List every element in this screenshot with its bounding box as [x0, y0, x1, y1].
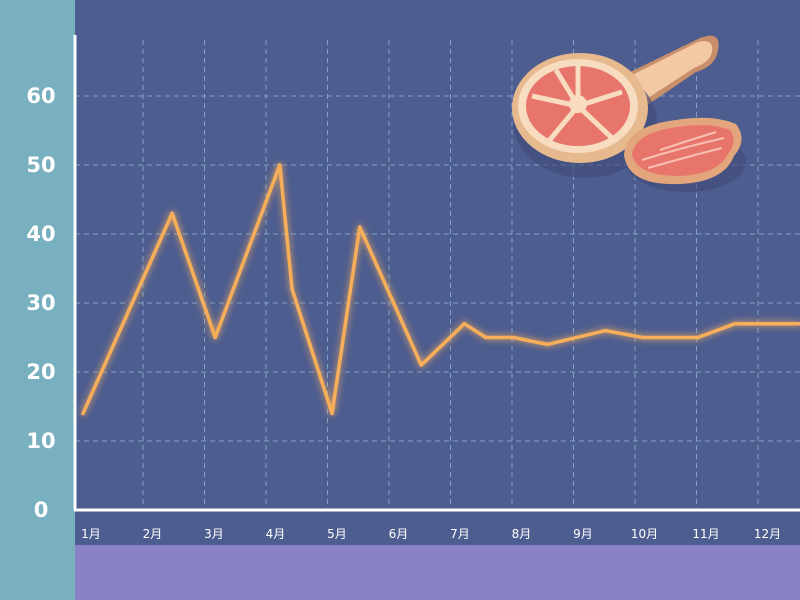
data-point [603, 328, 608, 333]
axes [73, 35, 800, 512]
x-tick-labels: 1月 2月 3月 4月 5月 6月 7月 8月 9月 10月 11月 12月 [81, 527, 781, 541]
y-tick-label: 60 [26, 84, 55, 108]
x-axis-band [75, 545, 800, 600]
x-tick-label: 4月 [266, 527, 286, 541]
data-point [696, 335, 700, 340]
y-tick-label: 10 [26, 429, 55, 453]
x-tick-label: 5月 [327, 527, 347, 541]
data-point [462, 321, 467, 326]
y-tick-labels: 0 10 20 30 40 50 60 [26, 84, 55, 522]
data-point [170, 211, 174, 216]
data-point [545, 342, 550, 347]
x-tick-label: 11月 [692, 527, 719, 541]
x-tick-label: 10月 [631, 527, 658, 541]
data-point [81, 411, 85, 416]
y-tick-label: 50 [26, 153, 55, 177]
ham-and-meat-slice-icon [512, 35, 746, 192]
data-point [640, 335, 645, 340]
x-tick-label: 7月 [450, 527, 470, 541]
data-point [733, 321, 737, 326]
x-tick-label: 6月 [389, 527, 409, 541]
y-tick-label: 20 [26, 360, 55, 384]
y-tick-label: 30 [26, 291, 55, 315]
y-tick-label: 0 [34, 498, 49, 522]
x-tick-label: 3月 [204, 527, 224, 541]
series-polyline [81, 163, 800, 416]
x-tick-label: 1月 [81, 527, 101, 541]
data-point [484, 335, 488, 340]
y-axis-band [0, 0, 75, 600]
data-point [330, 411, 334, 416]
data-point [419, 363, 424, 367]
grid-lines [75, 40, 800, 510]
data-point [213, 335, 218, 340]
x-tick-label: 2月 [143, 527, 163, 541]
x-tick-label: 8月 [512, 527, 532, 541]
x-tick-label: 12月 [754, 527, 781, 541]
y-tick-label: 40 [26, 222, 55, 246]
series-line [81, 163, 800, 416]
data-point [278, 163, 282, 167]
x-tick-label: 9月 [573, 527, 593, 541]
data-point [797, 321, 800, 326]
data-point [290, 287, 294, 292]
data-point [357, 225, 362, 229]
data-point [511, 335, 516, 340]
